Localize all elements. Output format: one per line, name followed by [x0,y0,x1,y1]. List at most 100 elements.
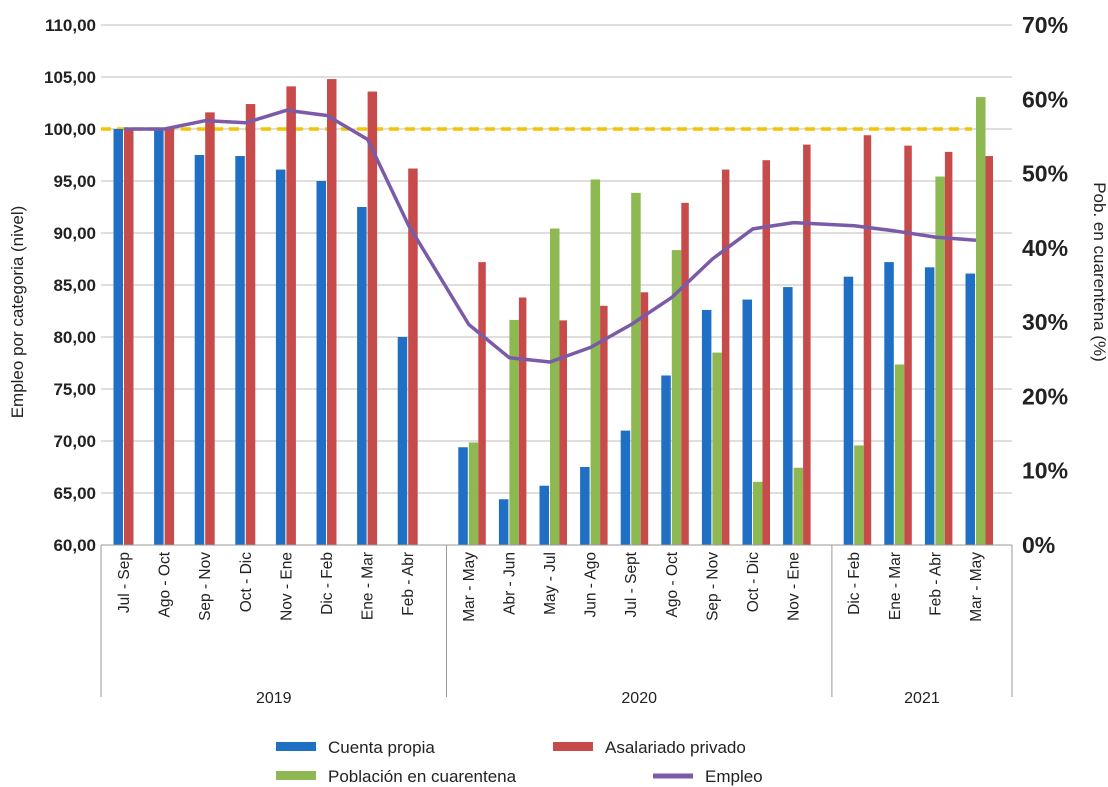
bar-poblacion-cuarentena [894,364,905,545]
y-tick-label: 60,00 [53,536,96,555]
empleo-line [124,108,977,364]
bar-cuenta-propia [539,485,549,545]
bar-cuenta-propia [965,273,975,545]
bar-asalariado-privado [985,156,993,546]
bar-cuenta-propia [783,287,793,545]
bar-asalariado-privado [327,79,337,545]
bar-asalariado-privado [124,129,134,545]
x-tick-label: Mar - May [968,552,985,622]
bars [113,79,993,546]
y2-tick-label: 20% [1022,383,1068,409]
x-tick-label: Nov - Ene [278,552,295,621]
group-label: 2021 [904,690,940,707]
bar-poblacion-cuarentena [854,445,864,545]
bar-cuenta-propia [924,267,935,545]
group-label: 2020 [621,690,657,707]
x-tick-label: Oct - Dic [745,552,762,613]
y2-tick-label: 30% [1022,309,1068,335]
x-tick-label: Mar - May [461,552,478,622]
right-axis-ticks: 0% 10% 20% 30% 40% 50% 60% 70% [1022,12,1068,558]
bar-cuenta-propia [357,207,367,545]
bar-poblacion-cuarentena [509,319,519,545]
bar-asalariado-privado [944,151,953,545]
legend: Cuenta propia Asalariado privado Población… [276,738,763,786]
bar-poblacion-cuarentena [468,442,479,545]
y2-tick-label: 40% [1022,235,1068,261]
bar-cuenta-propia [884,262,894,545]
y-tick-label: 70,00 [53,432,96,451]
bar-asalariado-privado [863,135,872,546]
bar-cuenta-propia [843,276,854,545]
y-tick-label: 105,00 [44,68,96,87]
bar-asalariado-privado [367,91,378,545]
group-label: 2019 [256,690,292,707]
bar-cuenta-propia [194,155,205,545]
x-tick-label: Sep - Nov [704,552,721,621]
bar-cuenta-propia [498,499,509,545]
y-axis-title: Empleo por categoria (nivel) [8,206,27,419]
x-tick-label: Ago - Oct [664,551,681,617]
left-axis-ticks: 60,00 65,00 70,00 75,00 80,00 85,00 90,00 95,00… [44,16,96,555]
x-tick-label: May - Jul [542,552,559,615]
bar-asalariado-privado [803,144,811,545]
series-line-empleo [124,108,977,364]
bar-asalariado-privado [762,160,770,545]
bar-asalariado-privado [904,145,912,545]
legend-label: Cuenta propia [328,738,435,757]
bar-cuenta-propia [620,430,631,545]
bar-asalariado-privado [721,169,730,545]
bar-cuenta-propia [580,467,590,545]
y-tick-label: 85,00 [53,276,96,295]
bar-cuenta-propia [154,129,164,545]
x-axis: Jul - Sep Ago - Oct Sep - Nov Oct - Dic Nov … [100,544,1013,707]
bar-asalariado-privado [205,112,215,546]
legend-swatch [276,771,316,780]
legend-swatch [276,742,316,751]
bar-poblacion-cuarentena [631,192,641,545]
bar-asalariado-privado [559,320,567,545]
bar-poblacion-cuarentena [712,352,722,545]
bar-cuenta-propia [316,181,326,545]
x-tick-label: Jun - Ago [583,552,600,618]
bar-asalariado-privado [478,262,486,545]
bar-cuenta-propia [701,309,712,545]
x-tick-label: Dic - Feb [319,552,336,615]
y-tick-label: 110,00 [45,16,96,35]
bar-asalariado-privado [408,168,418,545]
bar-poblacion-cuarentena [590,179,601,545]
y-tick-label: 80,00 [53,328,96,347]
x-tick-label: Feb - Abr [400,552,417,616]
x-tick-label: Oct - Dic [238,552,255,613]
bar-cuenta-propia [661,375,671,545]
y-tick-label: 75,00 [53,380,96,399]
x-tick-label: Jul - Sept [623,551,640,617]
bar-asalariado-privado [640,292,649,545]
y-tick-label: 100,00 [44,120,96,139]
bar-cuenta-propia [458,447,468,545]
bar-cuenta-propia [742,299,752,545]
bar-poblacion-cuarentena [935,176,945,546]
y2-tick-label: 10% [1022,458,1068,484]
bar-poblacion-cuarentena [550,228,560,546]
x-tick-label: Sep - Nov [197,552,214,621]
bar-cuenta-propia [275,169,286,545]
x-tick-label: Jul - Sep [116,552,133,613]
bar-asalariado-privado [245,104,256,545]
y2-tick-label: 50% [1022,161,1068,187]
bar-cuenta-propia [113,129,123,545]
bar-asalariado-privado [600,305,608,545]
x-tick-label: Dic - Feb [846,552,863,615]
bar-asalariado-privado [286,86,296,546]
bar-poblacion-cuarentena [793,467,804,545]
legend-label: Empleo [705,767,763,786]
bar-asalariado-privado [681,202,689,545]
y2-tick-label: 60% [1022,86,1068,112]
bar-cuenta-propia [397,337,408,545]
legend-label: Asalariado privado [605,738,746,757]
y2-tick-label: 70% [1022,12,1068,38]
y-tick-label: 90,00 [53,224,96,243]
legend-label: Población en cuarentena [328,767,517,786]
bar-asalariado-privado [164,129,175,545]
y2-axis-title: Pob. en cuarentena (%) [1090,182,1108,362]
